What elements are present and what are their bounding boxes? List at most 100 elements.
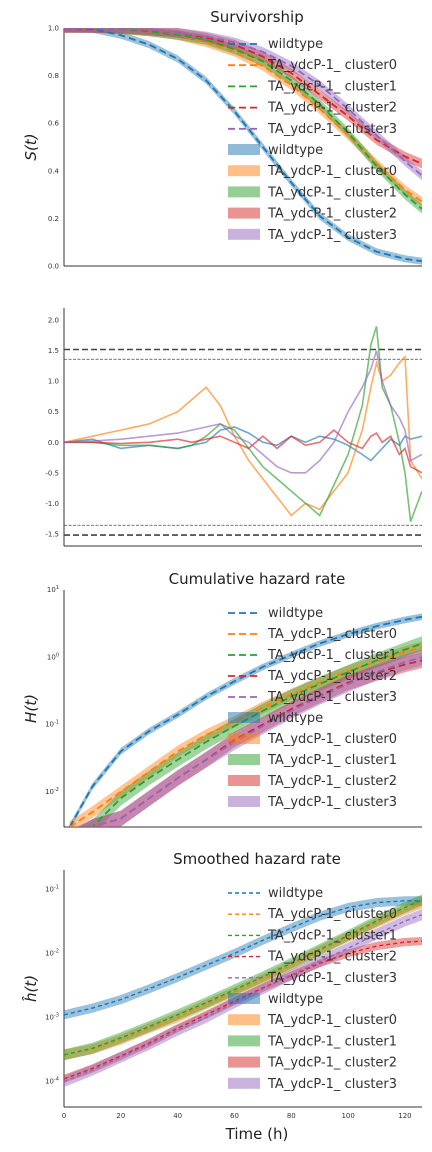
chart-panel-1: Survivorship 0.0 0.2 0.4 0.6 0.8 1.0 S(t) wildty… [22,8,422,271]
confidence-band-cluster1 [78,636,422,827]
legend-patch-swatch [228,1035,260,1047]
legend: wildtype TA_ydcP-1_ cluster0 TA_ydcP-1_ cl… [228,606,397,810]
tick-base: 10 [47,586,56,594]
series-line-cluster0 [64,902,422,1056]
legend-label: TA_ydcP-1_ cluster3 [267,690,397,705]
legend-patch-swatch [228,733,260,744]
y-tick-label: 10-1 [45,884,59,893]
tick-exponent: -1 [54,884,59,890]
legend-label: wildtype [268,37,323,52]
legend-label: TA_ydcP-1_ cluster2 [267,1056,397,1071]
legend-label: TA_ydcP-1_ cluster3 [267,971,397,986]
x-tick-label: 20 [116,1112,125,1120]
x-tick-label: 40 [173,1112,182,1120]
y-tick-label: 0.6 [48,120,60,128]
legend-label: TA_ydcP-1_ cluster2 [267,950,397,965]
legend-label: TA_ydcP-1_ cluster0 [267,164,397,179]
y-tick-label: 0.5 [48,408,59,416]
series-line-cluster3 [64,28,422,177]
y-tick-label: 0.0 [48,439,59,447]
legend-patch-swatch [228,186,260,198]
y-tick-label: 2.0 [48,317,59,325]
confidence-band-cluster2 [64,937,422,1083]
legend-label: TA_ydcP-1_ cluster0 [267,732,397,747]
tick-base: 10 [45,885,54,893]
confidence-band-cluster2 [77,652,422,827]
chart-title: Smoothed hazard rate [173,850,341,868]
legend-patch-swatch [228,1014,260,1026]
legend-label: TA_ydcP-1_ cluster1 [267,79,397,94]
tick-base: 10 [45,721,54,729]
plot-area [64,326,422,536]
legend-label: TA_ydcP-1_ cluster0 [267,627,397,642]
legend-label: TA_ydcP-1_ cluster1 [267,1034,397,1049]
x-tick-label: 120 [398,1112,411,1120]
series-line-cluster1 [64,326,422,522]
legend-label: wildtype [268,886,323,901]
series-line-cluster1 [64,899,422,1056]
x-axis-label: Time (h) [225,1125,289,1143]
tick-exponent: 1 [56,585,59,591]
series-line-cluster3 [90,656,422,827]
confidence-band-cluster0 [64,898,422,1060]
y-tick-label: 100 [47,652,59,661]
y-tick-label: 0.4 [48,167,60,175]
legend-patch-swatch [228,796,260,807]
legend: wildtype TA_ydcP-1_ cluster0 TA_ydcP-1_ cl… [228,886,397,1092]
tick-base: 10 [47,653,56,661]
series-line-cluster3 [64,350,422,474]
legend-label: wildtype [268,143,323,158]
y-tick-label: 10-3 [45,1012,59,1021]
y-tick-label: 1.0 [48,378,59,386]
legend-patch-swatch [228,775,260,786]
x-tick-label: 100 [341,1112,354,1120]
legend: wildtype TA_ydcP-1_ cluster0 TA_ydcP-1_ cl… [228,37,397,243]
x-tick-label: 80 [287,1112,296,1120]
legend-label: wildtype [268,606,323,621]
tick-base: 10 [45,949,54,957]
y-tick-label: 1.5 [48,347,59,355]
y-axis-label: ĥ(t) [21,975,40,1002]
tick-exponent: -3 [54,1012,59,1018]
chart-panel-2: -1.5 -1.0 -0.5 0.0 0.5 1.0 1.5 2.0 [45,308,422,547]
legend-label: TA_ydcP-1_ cluster2 [267,774,397,789]
tick-exponent: -2 [54,948,59,954]
legend-label: TA_ydcP-1_ cluster3 [267,1077,397,1092]
legend-patch-swatch [228,1077,260,1089]
legend-label: TA_ydcP-1_ cluster3 [267,228,397,243]
chart-title: Cumulative hazard rate [169,570,346,588]
y-tick-label: 0.0 [48,263,59,271]
series-line-wildtype [64,900,422,1016]
y-tick-label: 0.2 [48,215,59,223]
chart-title: Survivorship [210,8,303,26]
tick-exponent: -1 [54,720,59,726]
series-line-cluster1 [90,642,422,827]
legend-label: wildtype [268,992,323,1007]
y-tick-label: 10-2 [45,787,59,796]
x-tick-label: 60 [230,1112,239,1120]
y-axis-label: H(t) [22,694,40,723]
legend-label: TA_ydcP-1_ cluster0 [267,1013,397,1028]
confidence-band-wildtype [64,896,422,1020]
confidence-band-cluster1 [64,894,422,1061]
y-tick-label: -1.0 [45,500,59,508]
legend-patch-swatch [228,993,260,1004]
legend-label: TA_ydcP-1_ cluster3 [267,795,397,810]
legend-patch-swatch [228,165,260,177]
y-tick-label: 10-4 [45,1077,59,1086]
plot-area [64,28,422,265]
legend-patch-swatch [228,144,260,155]
tick-base: 10 [45,1078,54,1086]
tick-base: 10 [45,788,54,796]
legend-label: TA_ydcP-1_ cluster1 [267,753,397,768]
series-line-cluster0 [64,354,422,517]
y-tick-label: 101 [47,585,59,594]
legend-label: wildtype [268,711,323,726]
series-line-cluster2 [64,28,422,165]
legend-label: TA_ydcP-1_ cluster0 [267,58,397,73]
legend-label: TA_ydcP-1_ cluster3 [267,122,397,137]
tick-base: 10 [45,1013,54,1021]
legend-label: TA_ydcP-1_ cluster2 [267,669,397,684]
legend-label: TA_ydcP-1_ cluster2 [267,101,397,116]
